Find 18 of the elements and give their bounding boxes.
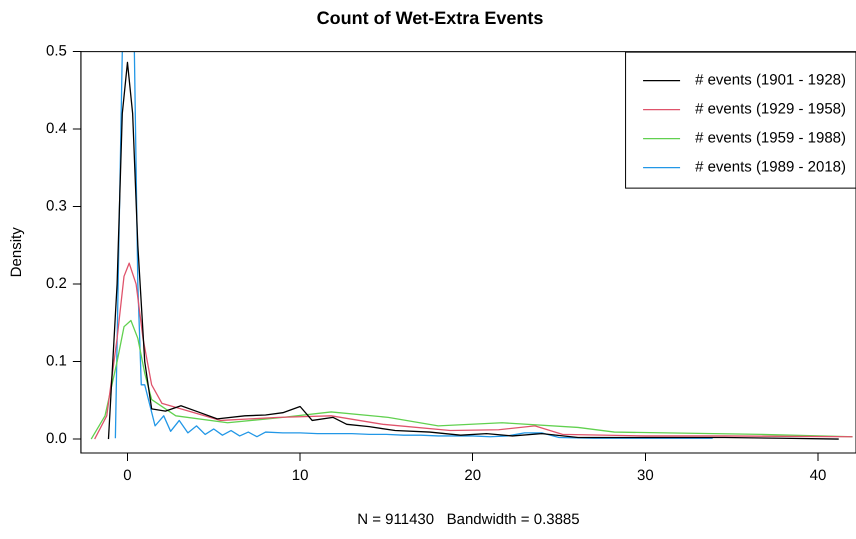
x-tick-label: 40 [810,467,826,484]
x-tick-label: 0 [123,467,132,484]
x-tick-label: 20 [464,467,482,484]
y-tick-label: 0.5 [46,42,67,60]
chart-title: Count of Wet-Extra Events [316,8,544,28]
y-tick-label: 0.1 [46,352,67,370]
legend-label: # events (1929 - 1958) [695,100,846,118]
y-tick-label: 0.0 [46,430,67,448]
y-axis-title: Density [8,226,26,278]
x-tick-label: 30 [637,467,654,484]
x-axis-title: N = 911430 Bandwidth = 0.3885 [357,511,580,528]
y-tick-label: 0.4 [46,120,67,138]
legend-label: # events (1959 - 1988) [695,130,846,147]
x-tick-label: 10 [292,467,308,484]
y-tick-label: 0.2 [46,275,67,292]
y-tick-label: 0.3 [46,198,67,215]
legend-label: # events (1989 - 2018) [695,158,846,176]
legend-label: # events (1901 - 1928) [695,72,846,89]
